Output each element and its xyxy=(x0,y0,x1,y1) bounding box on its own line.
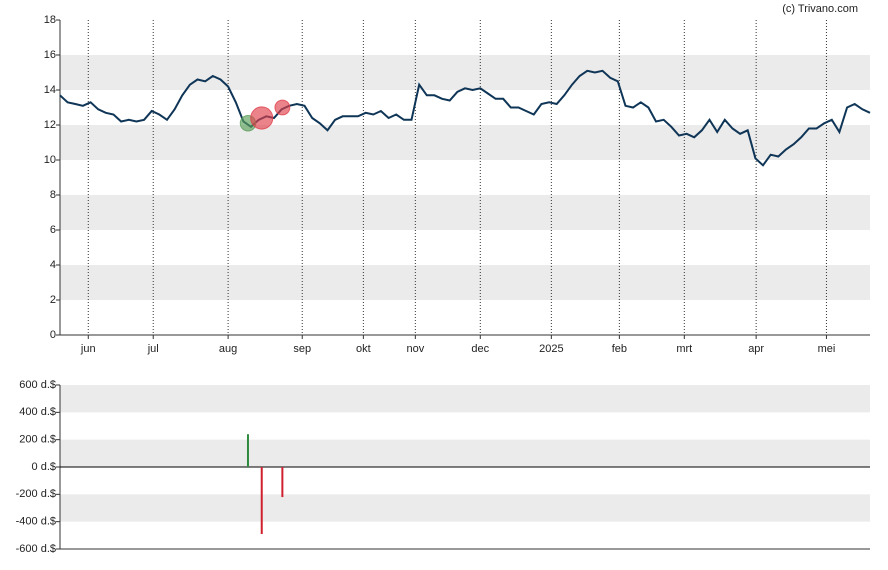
x-tick-label: jul xyxy=(147,343,159,355)
x-tick-label: mrt xyxy=(676,343,692,355)
y-tick-label: 12 xyxy=(44,119,56,131)
x-tick-label: mei xyxy=(818,343,836,355)
y-tick-label: 6 xyxy=(50,224,56,236)
price-line xyxy=(59,69,871,167)
grid-band xyxy=(60,439,870,467)
y-tick-label: 200 d.$ xyxy=(19,434,56,446)
y-tick-label: 10 xyxy=(44,154,56,166)
x-tick-label: 2025 xyxy=(539,343,563,355)
credit: (c) Trivano.com xyxy=(782,3,858,15)
y-tick-label: -600 d.$ xyxy=(16,543,56,555)
x-tick-label: feb xyxy=(612,343,627,355)
y-tick-label: 14 xyxy=(44,84,56,96)
grid-band xyxy=(60,55,870,90)
x-tick-label: jun xyxy=(80,343,96,355)
y-tick-label: 18 xyxy=(44,14,56,26)
y-tick-label: -200 d.$ xyxy=(16,488,56,500)
y-tick-label: 0 d.$ xyxy=(32,461,56,473)
y-tick-label: 16 xyxy=(44,49,56,61)
y-tick-label: -400 d.$ xyxy=(16,516,56,528)
grid-band xyxy=(60,195,870,230)
x-tick-label: dec xyxy=(471,343,489,355)
y-tick-label: 8 xyxy=(50,189,56,201)
grid-band xyxy=(60,385,870,413)
y-tick-label: 4 xyxy=(50,259,56,271)
grid-band xyxy=(60,494,870,522)
trade-bubble xyxy=(250,106,274,130)
x-tick-label: sep xyxy=(293,343,311,355)
x-tick-label: apr xyxy=(748,343,764,355)
x-tick-label: aug xyxy=(219,343,237,355)
y-tick-label: 0 xyxy=(50,329,56,341)
x-tick-label: okt xyxy=(356,343,371,355)
trade-bubble xyxy=(274,99,291,116)
y-tick-label: 400 d.$ xyxy=(19,406,56,418)
grid-band xyxy=(60,265,870,300)
y-tick-label: 600 d.$ xyxy=(19,379,56,391)
x-tick-label: nov xyxy=(406,343,424,355)
y-tick-label: 2 xyxy=(50,294,56,306)
